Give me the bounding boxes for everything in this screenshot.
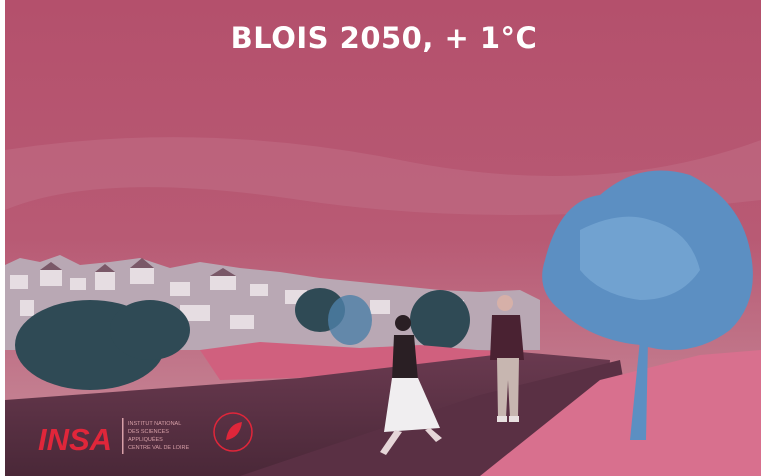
logo-name: INSA (38, 422, 112, 457)
logo-line: DES SCIENCES (128, 429, 169, 435)
logo-divider (122, 418, 124, 454)
page: BLOIS 2050, + 1°C INSA INSTITUT NATIONAL… (0, 0, 761, 476)
logo-line: APPLIQUÉES (128, 436, 163, 443)
poster: BLOIS 2050, + 1°C INSA INSTITUT NATIONAL… (0, 0, 761, 476)
logo-line: CENTRE VAL DE LOIRE (128, 445, 189, 451)
blue-shrub (328, 295, 372, 345)
logo-line: INSTITUT NATIONAL (128, 421, 181, 427)
title: BLOIS 2050, + 1°C (231, 21, 538, 55)
